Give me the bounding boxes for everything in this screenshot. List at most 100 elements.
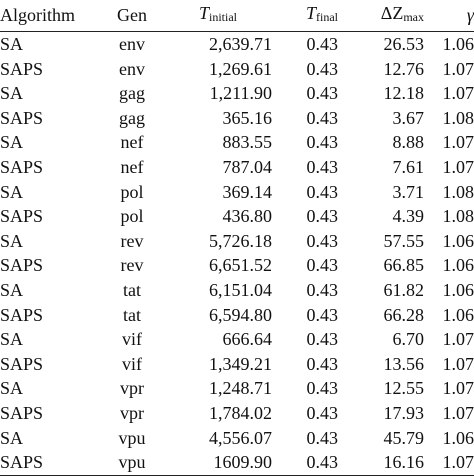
header-algorithm: Algorithm (0, 0, 92, 32)
cell-delta-z-max: 8.88 (392, 132, 425, 153)
cell-gen: gag (119, 107, 145, 128)
cell-t-initial: 1,349.21 (209, 353, 272, 374)
cell-algorithm: SA (0, 427, 24, 448)
cell-gamma: 1.07 (442, 83, 474, 104)
cell-gen: tat (123, 304, 141, 325)
cell-gamma: 1.07 (442, 378, 474, 399)
cell-t-final: 0.43 (306, 34, 339, 54)
t-final-symbol: T (305, 3, 316, 23)
cell-t-final: 0.43 (306, 107, 339, 128)
cell-t-final: 0.43 (306, 378, 339, 399)
cell-t-final: 0.43 (306, 279, 339, 300)
cell-algorithm: SA (0, 230, 24, 251)
cell-gamma: 1.06 (442, 230, 474, 251)
cell-gen: env (119, 34, 145, 54)
table-body: SA env 2,639.71 0.43 26.53 1.06 SAPS env 1,269.6… (0, 32, 474, 476)
cell-gen: pol (120, 181, 144, 202)
cell-delta-z-max: 3.71 (392, 181, 425, 202)
table-row: SAPS vif 1,349.21 0.43 13.56 1.07 (0, 352, 474, 377)
cell-gen: pol (120, 206, 144, 227)
cell-algorithm: SAPS (0, 304, 44, 325)
cell-t-initial: 787.04 (222, 156, 273, 177)
cell-algorithm: SA (0, 181, 24, 202)
cell-gamma: 1.06 (442, 304, 474, 325)
delta-z-symbol: ΔZ (380, 3, 404, 23)
cell-delta-z-max: 4.39 (392, 206, 425, 227)
cell-t-initial: 666.64 (222, 329, 273, 350)
cell-t-final: 0.43 (306, 304, 339, 325)
cell-gamma: 1.08 (442, 181, 474, 202)
cell-algorithm: SAPS (0, 58, 44, 79)
cell-delta-z-max: 12.76 (383, 58, 425, 79)
cell-t-final: 0.43 (306, 329, 339, 350)
table-row: SAPS vpr 1,784.02 0.43 17.93 1.07 (0, 401, 474, 426)
cell-delta-z-max: 3.67 (392, 107, 425, 128)
cell-t-final: 0.43 (306, 427, 339, 448)
cell-algorithm: SAPS (0, 450, 92, 476)
cell-t-final: 0.43 (274, 450, 340, 476)
t-final-subscript: final (316, 10, 338, 24)
cell-delta-z-max: 45.79 (383, 427, 425, 448)
cell-algorithm: SAPS (0, 206, 44, 227)
table-row: SAPS vpu 1609.90 0.43 16.16 1.07 (0, 450, 474, 476)
cell-algorithm: SA (0, 34, 24, 54)
table-row: SAPS env 1,269.61 0.43 12.76 1.07 (0, 57, 474, 82)
cell-t-initial: 2,639.71 (209, 34, 272, 54)
cell-gen: tat (123, 279, 141, 300)
cell-t-initial: 1609.90 (164, 450, 274, 476)
cell-delta-z-max: 12.55 (383, 378, 425, 399)
cell-gamma: 1.08 (442, 206, 474, 227)
header-delta-z-max: ΔZmax (340, 0, 438, 32)
table-row: SA tat 6,151.04 0.43 61.82 1.06 (0, 278, 474, 303)
table-row: SA nef 883.55 0.43 8.88 1.07 (0, 130, 474, 155)
cell-delta-z-max: 6.70 (392, 329, 425, 350)
table-row: SAPS nef 787.04 0.43 7.61 1.07 (0, 155, 474, 180)
cell-gamma: 1.06 (442, 255, 474, 276)
cell-delta-z-max: 66.85 (383, 255, 425, 276)
cell-gen: vif (122, 329, 142, 350)
cell-t-initial: 369.14 (222, 181, 273, 202)
table-header: Algorithm Gen Tinitial Tfinal ΔZmax γ (0, 0, 474, 32)
table-row: SA rev 5,726.18 0.43 57.55 1.06 (0, 229, 474, 254)
cell-algorithm: SAPS (0, 402, 44, 423)
cell-t-initial: 6,651.52 (209, 255, 272, 276)
cell-t-final: 0.43 (306, 206, 339, 227)
cell-t-final: 0.43 (306, 132, 339, 153)
table-row: SAPS pol 436.80 0.43 4.39 1.08 (0, 204, 474, 229)
header-t-initial: Tinitial (164, 0, 274, 32)
table-row: SA env 2,639.71 0.43 26.53 1.06 (0, 32, 474, 57)
cell-t-final: 0.43 (306, 156, 339, 177)
header-t-final: Tfinal (274, 0, 340, 32)
cell-t-final: 0.43 (306, 83, 339, 104)
delta-z-subscript: max (403, 10, 424, 24)
table-row: SAPS rev 6,651.52 0.43 66.85 1.06 (0, 253, 474, 278)
cell-delta-z-max: 7.61 (392, 156, 425, 177)
cell-delta-z-max: 26.53 (383, 34, 425, 54)
table-row: SA vpu 4,556.07 0.43 45.79 1.06 (0, 426, 474, 451)
cell-gamma: 1.07 (438, 450, 474, 476)
cell-gen: vpr (120, 378, 144, 399)
cell-t-initial: 5,726.18 (209, 230, 272, 251)
cell-gamma: 1.08 (442, 107, 474, 128)
cell-gen: rev (120, 255, 144, 276)
header-row: Algorithm Gen Tinitial Tfinal ΔZmax γ (0, 0, 474, 32)
cell-t-final: 0.43 (306, 255, 339, 276)
cell-delta-z-max: 61.82 (383, 279, 425, 300)
table-row: SAPS gag 365.16 0.43 3.67 1.08 (0, 106, 474, 131)
cell-gamma: 1.06 (442, 427, 474, 448)
cell-t-initial: 1,784.02 (209, 402, 272, 423)
header-gen: Gen (92, 0, 164, 32)
t-initial-symbol: T (198, 3, 209, 23)
cell-delta-z-max: 57.55 (383, 230, 425, 251)
cell-gen: vif (122, 353, 142, 374)
cell-t-initial: 6,151.04 (209, 279, 272, 300)
cell-gamma: 1.07 (442, 329, 474, 350)
cell-algorithm: SA (0, 329, 24, 350)
cell-t-final: 0.43 (306, 353, 339, 374)
table-row: SA vif 666.64 0.43 6.70 1.07 (0, 327, 474, 352)
cell-algorithm: SA (0, 378, 24, 399)
cell-gamma: 1.07 (442, 58, 474, 79)
cell-t-initial: 6,594.80 (209, 304, 272, 325)
